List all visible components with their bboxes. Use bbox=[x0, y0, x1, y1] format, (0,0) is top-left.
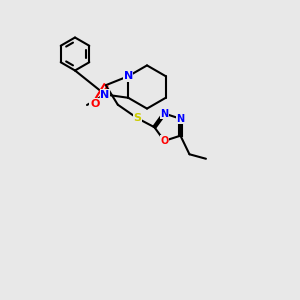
Text: S: S bbox=[133, 113, 141, 123]
Text: O: O bbox=[160, 136, 169, 146]
Text: N: N bbox=[100, 89, 109, 100]
Text: N: N bbox=[160, 109, 168, 118]
Text: N: N bbox=[124, 71, 133, 81]
Text: O: O bbox=[90, 99, 99, 109]
Text: N: N bbox=[176, 114, 184, 124]
